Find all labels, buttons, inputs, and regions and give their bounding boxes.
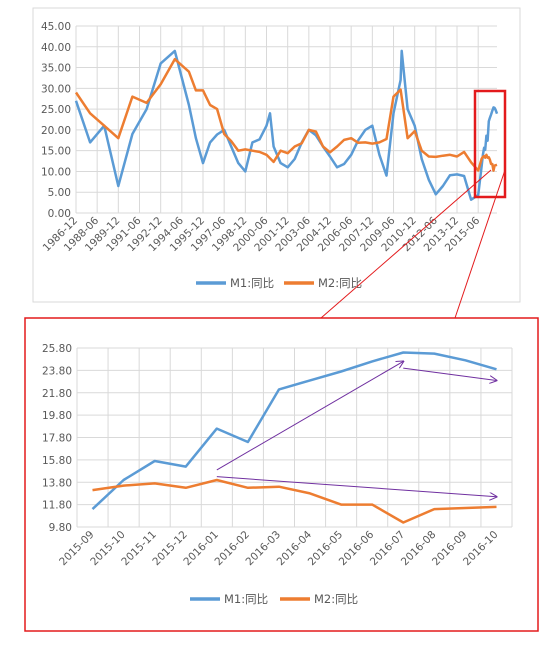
y-tick-label: 40.00 [41, 42, 71, 54]
zoom-chart-frame [24, 317, 539, 632]
y-tick-label: 21.80 [42, 388, 72, 400]
y-tick-label: 30.00 [41, 83, 71, 95]
legend: M1:同比 M2:同比 [190, 592, 358, 606]
trend-arrow [403, 367, 496, 380]
legend-label: M2:同比 [318, 276, 362, 290]
legend-label: M1:同比 [224, 592, 268, 606]
y-tick-label: 11.80 [42, 500, 72, 512]
trend-arrow [216, 361, 403, 471]
y-tick-label: 15.80 [42, 455, 72, 467]
m1-series-line [74, 49, 499, 201]
y-tick-label: 9.80 [49, 522, 72, 534]
y-tick-label: 19.80 [42, 410, 72, 422]
y-tick-label: 25.00 [41, 104, 71, 116]
y-tick-label: 35.00 [41, 63, 71, 75]
zoom-highlight-box [473, 89, 507, 199]
m2-series-line [74, 57, 498, 172]
legend-label: M2:同比 [314, 592, 358, 606]
m1-series-line [91, 351, 497, 511]
legend-label: M1:同比 [230, 276, 274, 290]
legend: M1:同比 M2:同比 [196, 276, 362, 290]
zoom-callout [320, 89, 507, 319]
y-tick-label: 13.80 [42, 477, 72, 489]
y-tick-label: 10.00 [41, 166, 71, 178]
y-tick-label: 15.00 [41, 146, 71, 158]
y-tick-label: 45.00 [41, 21, 71, 33]
y-tick-label: 23.80 [42, 365, 72, 377]
trend-arrow [216, 476, 497, 497]
y-tick-label: 25.80 [42, 343, 72, 355]
zoom-connector-line [320, 169, 492, 319]
m2-series-line [92, 478, 497, 524]
y-tick-label: 17.80 [42, 433, 72, 445]
zoom-connector-line [454, 169, 506, 319]
y-tick-label: 5.00 [48, 187, 71, 199]
y-tick-label: 20.00 [41, 125, 71, 137]
y-tick-label: 0.00 [48, 208, 71, 220]
